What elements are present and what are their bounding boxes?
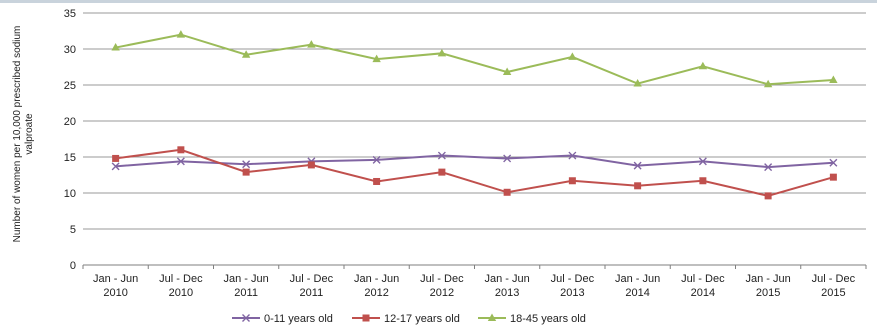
data-point [829,173,837,181]
data-point [568,151,577,160]
legend-item: 18-45 years old [478,313,586,325]
x-axis-ticks: Jan - Jun 2010 Jul - Dec 2010 Jan - Jun 2011 J… [93,273,856,299]
legend: 0-11 years old 12-17 years old 18-45 years… [232,313,586,325]
top-border [0,0,877,3]
series-group [111,30,838,200]
data-point [372,155,381,164]
y-tick-label: 25 [64,80,76,92]
data-point [634,182,642,190]
data-point [698,157,707,166]
data-point [112,154,120,162]
y-tick-label: 35 [64,8,76,20]
data-point [698,61,708,70]
legend-label: 18-45 years old [510,313,586,325]
data-point [699,177,707,185]
data-point [633,79,642,87]
x-tick-label: Jul - Dec 2013 [551,273,595,299]
series-2 [112,146,837,200]
data-point [487,313,497,321]
x-tick-label: Jan - Jun 2014 [615,273,660,299]
series-3 [111,30,838,88]
data-point [362,314,370,322]
data-point [503,188,511,196]
x-tick-label: Jan - Jun 2015 [746,273,791,299]
data-point [763,79,773,88]
x-tick-label: Jul - Dec 2010 [159,273,203,299]
data-point [111,43,120,51]
data-point [241,50,251,58]
data-point [503,154,512,163]
x-tick-label: Jul - Dec 2014 [681,273,725,299]
y-tick-label: 30 [64,44,76,56]
data-point [633,161,642,170]
series-line [115,148,834,197]
x-tick-label: Jan - Jun 2013 [485,273,530,299]
series-line [115,33,834,86]
data-point [568,177,576,185]
y-axis-title: Number of women per 10,000 prescribed so… [12,26,35,243]
data-point [111,162,120,171]
data-point [176,30,186,38]
data-point [176,157,185,166]
data-point [242,314,250,322]
data-point [307,161,315,169]
data-point [242,168,250,176]
legend-label: 12-17 years old [384,313,460,325]
x-tick-label: Jan - Jun 2010 [93,273,138,299]
y-tick-label: 0 [70,260,76,272]
data-point [764,163,773,172]
legend-label: 0-11 years old [264,313,333,325]
data-point [372,54,381,63]
data-point [438,168,446,176]
data-point [502,67,512,76]
y-tick-label: 10 [64,188,76,200]
data-point [437,48,447,57]
data-point [437,151,446,160]
x-tick-label: Jul - Dec 2012 [420,273,464,299]
data-point [829,158,838,167]
legend-item: 12-17 years old [352,313,460,325]
legend-item: 0-11 years old [232,313,333,325]
y-tick-label: 5 [70,224,76,236]
data-point [242,160,251,169]
x-axis [82,264,867,269]
x-tick-label: Jan - Jun 2012 [354,273,399,299]
x-tick-label: Jul - Dec 2015 [812,273,856,299]
series-1 [111,151,838,172]
data-point [568,52,577,60]
series-line [115,154,834,169]
gridlines [83,12,866,230]
data-point [373,177,381,185]
data-point [829,75,838,83]
y-tick-label: 20 [64,116,76,128]
x-tick-label: Jul - Dec 2011 [290,273,334,299]
data-point [764,192,772,200]
y-tick-label: 15 [64,152,76,164]
y-axis-ticks: 0 5 10 15 20 25 30 35 [64,8,76,272]
data-point [177,146,185,154]
x-tick-label: Jan - Jun 2011 [224,273,269,299]
data-point [307,40,316,48]
